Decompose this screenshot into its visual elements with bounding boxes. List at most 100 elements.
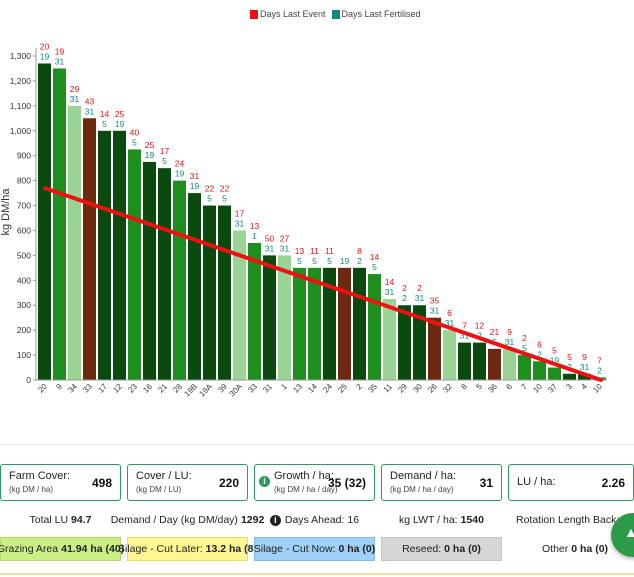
bar[interactable] [578,373,591,380]
bar[interactable] [563,373,576,380]
cover-lu-label: Cover / LU: [136,470,192,482]
lu-ha-label: LU / ha: [517,476,556,488]
bar[interactable] [98,130,111,380]
legend-swatch-event [250,10,258,20]
days-fertilised-label: 5 [297,256,302,266]
bar[interactable] [308,267,321,380]
trend-line [43,186,603,382]
bar[interactable] [488,348,501,380]
bar[interactable] [398,305,411,380]
demand-card: Demand / ha: (kg DM / ha / day) 31 [381,464,502,501]
x-tick-label: 16 [141,382,154,395]
days-fertilised-label: 2 [537,349,542,359]
bar[interactable] [68,105,81,380]
divider [0,444,634,445]
legend-item-event[interactable]: Days Last Event [250,9,326,20]
demand-unit: (kg DM / ha / day) [390,485,454,494]
bar[interactable] [113,130,126,380]
days-fertilised-label: 31 [55,56,65,66]
cover-lu-card: Cover / LU: (kg DM / LU) 220 [127,464,248,501]
bar[interactable] [248,242,261,380]
bar[interactable] [443,330,456,380]
bar[interactable] [338,267,351,380]
days-fertilised-label: 1 [252,231,257,241]
y-tick-label: 500 [17,250,31,260]
days-event-label: 17 [160,146,170,156]
x-tick-label: 14 [306,382,319,395]
days-fertilised-label: 31 [70,94,80,104]
x-tick-label: 33 [81,382,94,395]
y-tick-label: 100 [17,350,31,360]
bar[interactable] [293,267,306,380]
cover-lu-value: 220 [218,476,239,490]
lu-ha-card: LU / ha: 2.26 [508,464,634,501]
y-tick-label: 0 [26,375,31,385]
silage-cut-now[interactable]: Silage - Cut Now: 0 ha (0) [254,537,375,561]
x-tick-label: 33 [246,382,259,395]
legend-item-fert[interactable]: Days Last Fertilised [331,9,421,20]
x-tick-label: 13 [291,382,304,395]
bar[interactable] [473,342,486,380]
bar[interactable] [173,180,186,380]
days-fertilised-label: 5 [312,256,317,266]
x-tick-label: 6 [504,382,514,392]
bar[interactable] [518,355,531,380]
days-fertilised-label: 2 [597,366,602,376]
bar[interactable] [458,342,471,380]
days-event-label: 24 [175,159,185,169]
bar[interactable] [413,305,426,380]
y-tick-label: 800 [17,176,31,186]
x-tick-label: 10 [531,382,544,395]
scroll-top-button[interactable]: ▲ [611,513,634,557]
days-event-label: 6 [447,308,452,318]
days-fertilised-label: 31 [580,362,590,372]
reseed-label: Reseed: [402,543,442,555]
bar[interactable] [143,161,156,380]
bar[interactable] [533,361,546,380]
bar[interactable] [548,367,561,380]
info-icon[interactable]: i [259,476,270,487]
silage-cut-later[interactable]: Silage - Cut Later: 13.2 ha (8) [118,537,257,561]
bar[interactable] [353,267,366,380]
demand-day-label: Demand / Day (kg DM/day) [110,514,238,526]
bar[interactable] [158,168,171,380]
x-tick-label: 12 [111,382,124,395]
bar[interactable] [368,274,381,380]
bar[interactable] [233,230,246,380]
days-fertilised-label: 19 [340,256,350,266]
days-event-label: 14 [370,252,380,262]
bar[interactable] [83,118,96,381]
bar[interactable] [218,205,231,380]
bar[interactable] [263,255,276,380]
x-tick-label: 8 [459,382,469,392]
y-tick-label: 300 [17,300,31,310]
bar[interactable] [323,267,336,380]
bar[interactable] [128,149,141,380]
bar[interactable] [53,68,66,380]
bar[interactable] [503,348,516,380]
bar[interactable] [383,299,396,380]
other-area[interactable]: Other 0 ha (0) [508,537,634,561]
days-event-label: 2 [417,283,422,293]
days-fertilised-label: 31 [445,318,455,328]
days-event-label: 29 [70,84,80,94]
bar[interactable] [278,255,291,380]
x-tick-label: 26 [426,382,439,395]
days-event-label: 21 [490,327,500,337]
x-tick-label: 30A [227,382,244,399]
bar[interactable] [38,63,51,380]
days-ahead: i Days Ahead: 16 [254,508,375,532]
reseed[interactable]: Reseed: 0 ha (0) [381,537,502,561]
info-icon[interactable]: i [269,514,281,526]
demand-per-day: Demand / Day (kg DM/day) 1292 [111,508,265,532]
bar[interactable] [428,317,441,380]
reseed-value: 0 ha (0) [444,543,481,555]
x-tick-label: 21 [156,382,169,395]
grazing-area[interactable]: Grazing Area 41.94 ha (40) [0,537,124,561]
days-event-label: 5 [552,346,557,356]
bar[interactable] [203,205,216,380]
bar[interactable] [188,193,201,380]
y-tick-label: 400 [17,275,31,285]
